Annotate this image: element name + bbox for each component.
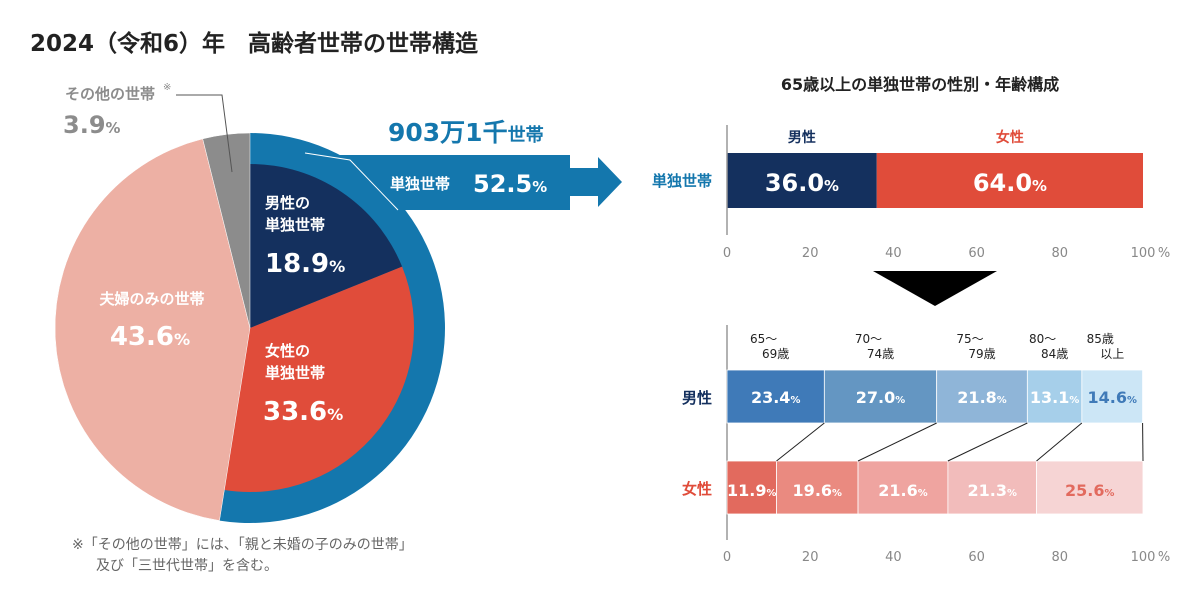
male-segment-value: 13.1% <box>1030 388 1079 407</box>
top-tick-label: 20 <box>802 246 819 261</box>
female-single-value: 33.6% <box>263 397 343 427</box>
gender-chart-title: 65歳以上の単独世帯の性別・年齢構成 <box>781 75 1059 94</box>
male-single-label-1: 男性の <box>265 194 310 212</box>
pie-slice-couple-only <box>54 138 251 521</box>
bottom-tick-label: 40 <box>885 550 902 565</box>
female-single-label-2: 単独世帯 <box>265 364 325 382</box>
bottom-tick-label: 0 <box>723 550 731 565</box>
female-segment-value: 11.9% <box>727 481 776 500</box>
top-tick-label: 0 <box>723 246 731 261</box>
page-title: 2024（令和6）年 高齢者世帯の世帯構造 <box>30 31 479 57</box>
footnote-line-1: ※「その他の世帯」には、「親と未婚の子のみの世帯」 <box>72 537 413 553</box>
single-households-value: 52.5% <box>473 170 547 198</box>
male-segment-value: 21.8% <box>957 388 1006 407</box>
age-group-label-1: 65～ <box>750 332 777 346</box>
couple-value: 43.6% <box>110 322 190 352</box>
male-single-label-2: 単独世帯 <box>265 216 325 234</box>
callout-edge <box>304 152 399 211</box>
pie-slice-female-single <box>224 266 415 492</box>
male-row-label: 男性 <box>682 389 712 407</box>
bottom-axis-unit: % <box>1158 550 1170 565</box>
pie-slice-other <box>202 132 251 329</box>
bottom-tick-label: 80 <box>1052 550 1069 565</box>
bottom-tick-label: 60 <box>968 550 985 565</box>
single-households-count: 903万1千世帯 <box>388 118 544 147</box>
female-bar-segment <box>947 460 1037 515</box>
age-group-label-1: 85歳 <box>1087 332 1114 346</box>
male-bar-segment <box>823 369 938 424</box>
male-bar-segment <box>1026 369 1083 424</box>
other-leader-line <box>176 94 233 173</box>
age-group-label-2: 79歳 <box>968 347 995 361</box>
pie-slice-male-single <box>250 164 403 328</box>
single-households-arrow <box>305 155 622 210</box>
connector-line <box>776 422 825 462</box>
age-group-label-1: 80～ <box>1029 332 1056 346</box>
top-tick-label: 60 <box>968 246 985 261</box>
bar-male <box>727 153 877 208</box>
legend-female: 女性 <box>996 129 1024 146</box>
age-group-label-2: 69歳 <box>762 347 789 361</box>
single-households-label: 単独世帯 <box>390 175 450 193</box>
male-bar-segment <box>1081 369 1143 424</box>
couple-label: 夫婦のみの世帯 <box>99 290 204 308</box>
connector-line <box>947 422 1028 462</box>
age-group-label-2: 以上 <box>1100 347 1124 361</box>
female-bar-segment <box>1036 460 1144 515</box>
female-row-label: 女性 <box>682 480 712 498</box>
category-label: 単独世帯 <box>652 172 712 190</box>
female-segment-value: 21.6% <box>878 481 927 500</box>
top-tick-label: 80 <box>1052 246 1069 261</box>
age-group-label-1: 70～ <box>855 332 882 346</box>
bottom-tick-label: 20 <box>802 550 819 565</box>
legend-male: 男性 <box>788 129 816 146</box>
age-group-label-2: 74歳 <box>867 347 894 361</box>
other-value: 3.9% <box>63 111 121 139</box>
connector-line <box>1036 422 1083 462</box>
footnote-line-2: 及び「三世代世帯」を含む。 <box>96 558 278 574</box>
male-segment-value: 23.4% <box>751 388 800 407</box>
female-bar-segment <box>776 460 859 515</box>
male-single-value: 18.9% <box>265 249 345 279</box>
top-tick-label: 100 <box>1131 246 1156 261</box>
bar-value-female: 64.0% <box>973 169 1047 197</box>
bar-value-male: 36.0% <box>765 169 839 197</box>
female-bar-segment <box>857 460 949 515</box>
connector-line <box>857 422 937 462</box>
female-segment-value: 25.6% <box>1065 481 1114 500</box>
female-segment-value: 19.6% <box>793 481 842 500</box>
female-segment-value: 21.3% <box>967 481 1016 500</box>
male-bar-segment <box>936 369 1028 424</box>
age-group-label-1: 75～ <box>956 332 983 346</box>
top-axis-unit: % <box>1158 246 1170 261</box>
down-triangle-icon <box>873 271 997 306</box>
male-segment-value: 14.6% <box>1088 388 1137 407</box>
female-bar-segment <box>726 460 777 515</box>
female-single-label-1: 女性の <box>265 342 310 360</box>
male-segment-value: 27.0% <box>856 388 905 407</box>
age-group-label-2: 84歳 <box>1041 347 1068 361</box>
top-tick-label: 40 <box>885 246 902 261</box>
bar-female <box>876 153 1143 208</box>
other-label: その他の世帯 <box>65 85 155 103</box>
footnote: ※「その他の世帯」には、「親と未婚の子のみの世帯」 及び「三世代世帯」を含む。 <box>72 535 413 577</box>
other-note-mark: ※ <box>163 82 171 93</box>
bottom-tick-label: 100 <box>1131 550 1156 565</box>
male-bar-segment <box>726 369 825 424</box>
